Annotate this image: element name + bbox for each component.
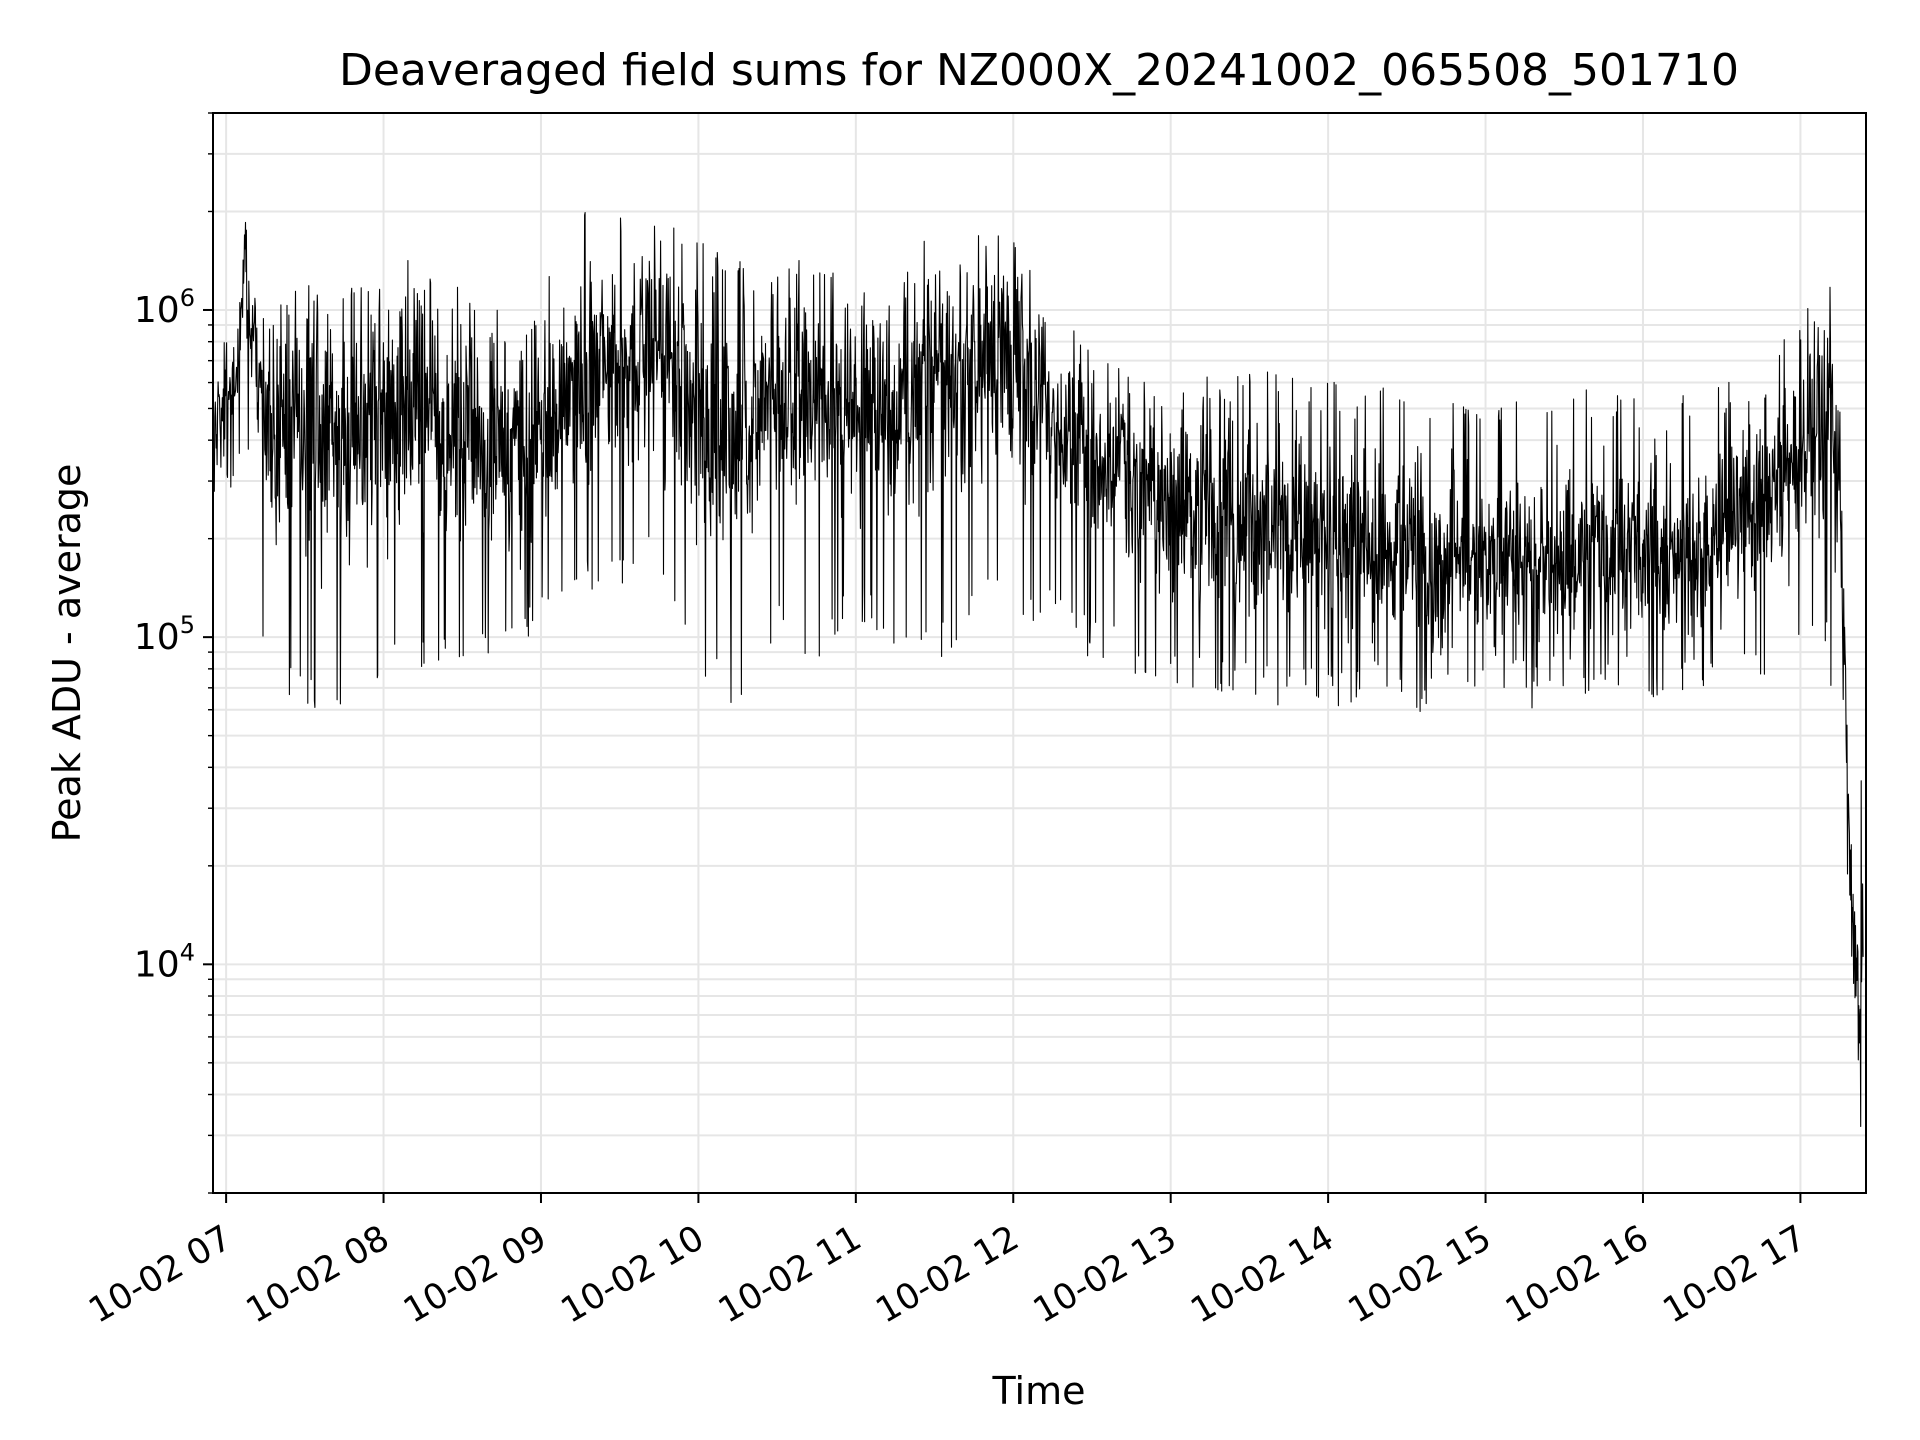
y-tick-label-exponent: 5 [180,611,195,639]
x-axis-label: Time [992,1369,1086,1413]
chart-title: Deaveraged field sums for NZ000X_2024100… [339,45,1739,96]
y-tick-label-base: 10 [134,617,180,658]
y-tick-label-base: 10 [134,944,180,985]
series-line [213,212,1864,1128]
y-tick-label: 106 [134,284,195,331]
y-tick-label-base: 10 [134,290,180,331]
y-tick-label-exponent: 4 [180,938,195,966]
y-axis-label: Peak ADU - average [45,464,89,843]
y-tick-label-exponent: 6 [180,284,195,312]
grid [213,112,1866,1194]
plot-frame [212,112,1867,1194]
y-tick-label: 104 [134,938,195,985]
y-tick-label: 105 [134,611,195,658]
